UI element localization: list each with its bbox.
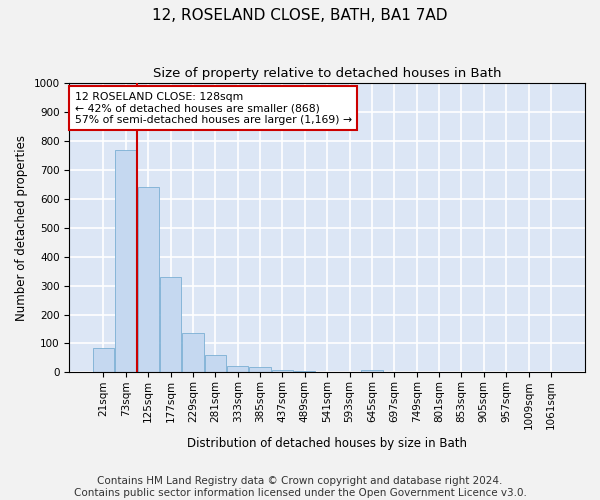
X-axis label: Distribution of detached houses by size in Bath: Distribution of detached houses by size … — [187, 437, 467, 450]
Title: Size of property relative to detached houses in Bath: Size of property relative to detached ho… — [153, 68, 502, 80]
Bar — [182, 334, 203, 372]
Bar — [227, 366, 248, 372]
Bar — [250, 368, 271, 372]
Bar — [93, 348, 114, 372]
Y-axis label: Number of detached properties: Number of detached properties — [15, 134, 28, 320]
Text: 12 ROSELAND CLOSE: 128sqm
← 42% of detached houses are smaller (868)
57% of semi: 12 ROSELAND CLOSE: 128sqm ← 42% of detac… — [74, 92, 352, 125]
Bar — [361, 370, 383, 372]
Bar — [160, 277, 181, 372]
Bar — [205, 355, 226, 372]
Bar — [294, 370, 316, 372]
Bar — [115, 150, 136, 372]
Text: 12, ROSELAND CLOSE, BATH, BA1 7AD: 12, ROSELAND CLOSE, BATH, BA1 7AD — [152, 8, 448, 22]
Bar — [272, 370, 293, 372]
Text: Contains HM Land Registry data © Crown copyright and database right 2024.
Contai: Contains HM Land Registry data © Crown c… — [74, 476, 526, 498]
Bar — [137, 187, 159, 372]
